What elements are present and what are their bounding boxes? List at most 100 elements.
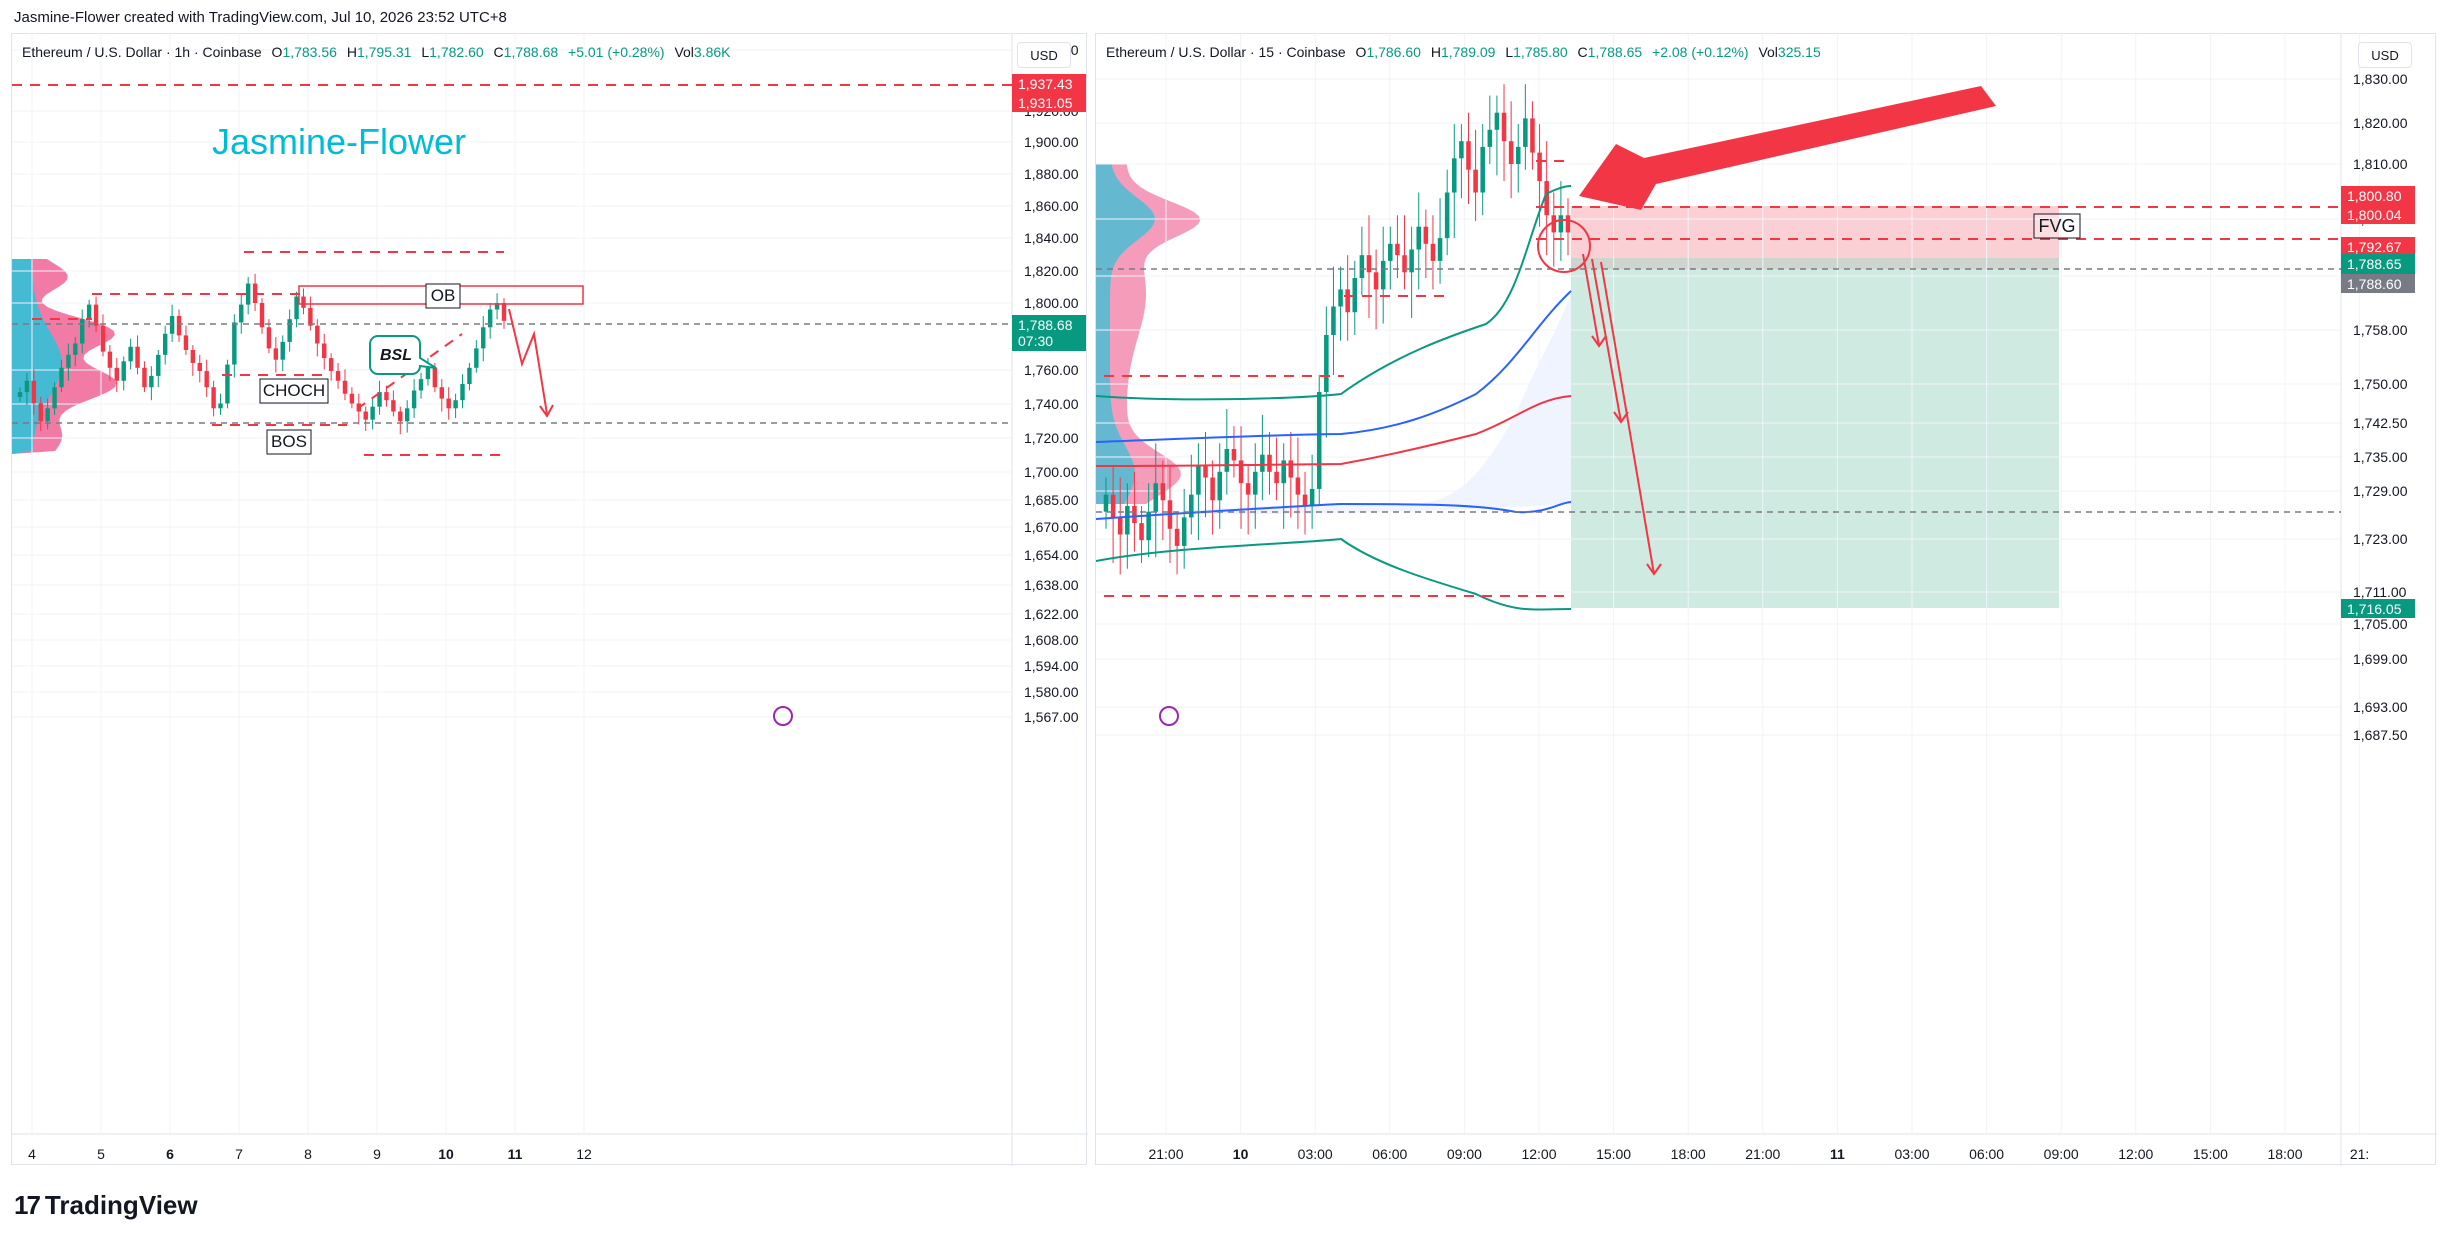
ohlc-open: 1,783.56 xyxy=(282,44,337,60)
y-tick-label: 1,742.50 xyxy=(2353,415,2408,431)
candle-body xyxy=(328,358,334,372)
candle-body xyxy=(1459,141,1464,159)
y-tick-label: 1,800.00 xyxy=(1024,295,1079,311)
candle-body xyxy=(1402,255,1407,273)
candle-body xyxy=(1494,112,1500,130)
chart-canvas-left[interactable]: 4567891011121,960.001,920.001,900.001,88… xyxy=(12,34,1088,1166)
y-tick-label: 1,723.00 xyxy=(2353,531,2408,547)
y-tick-label: 1,830.00 xyxy=(2353,71,2408,87)
candle-body xyxy=(1558,215,1564,233)
chart-panel-right[interactable]: 21:00 10 03:00 06:00 09:00 12:00 15:00 18:00 21:… xyxy=(1095,33,2437,1166)
x-tick-label: 03:00 xyxy=(1894,1146,1929,1162)
candle-body xyxy=(294,296,299,320)
top-bar: Jasmine-Flower created with TradingView.… xyxy=(0,0,2447,36)
x-tick-label: 8 xyxy=(304,1146,312,1162)
x-tick-label: 10 xyxy=(438,1146,454,1162)
candle-body xyxy=(1295,477,1301,495)
big-red-arrow xyxy=(1579,86,1996,210)
candle-body xyxy=(1139,523,1144,541)
price-tag: 1,788.65 xyxy=(2347,256,2402,272)
candle-body xyxy=(1473,169,1478,193)
candle-body xyxy=(1181,517,1187,546)
x-tick-label: 18:00 xyxy=(2267,1146,2302,1162)
candle-body xyxy=(1409,249,1414,273)
candle-body xyxy=(1238,460,1244,484)
candle-body xyxy=(1217,471,1222,501)
y-tick-label: 1,880.00 xyxy=(1024,166,1079,182)
replay-icon xyxy=(1159,706,1179,726)
candle-body xyxy=(1132,506,1137,524)
candle-body xyxy=(1423,226,1429,244)
candle-body xyxy=(232,322,237,365)
candle-body xyxy=(190,349,196,363)
currency-button[interactable]: USD xyxy=(2358,42,2412,68)
price-tag: 1,800.80 xyxy=(2347,188,2402,204)
x-tick-label: 12:00 xyxy=(1521,1146,1556,1162)
price-tag-bg xyxy=(2341,237,2415,256)
candle-body xyxy=(1231,449,1237,461)
candle-body xyxy=(439,387,444,399)
candle-body xyxy=(204,371,209,388)
candle-body xyxy=(114,367,120,381)
candle-body xyxy=(86,304,92,320)
price-tag-bg xyxy=(2341,599,2415,618)
x-tick-label: 21:00 xyxy=(1745,1146,1780,1162)
candle-body xyxy=(93,304,99,326)
candle-body xyxy=(1373,272,1379,290)
price-tag-time: 07:30 xyxy=(1018,333,1053,349)
tradingview-logo[interactable]: 17 TradingView xyxy=(14,1190,198,1221)
candle-body xyxy=(411,390,417,409)
credit-text: Jasmine-Flower created with TradingView.… xyxy=(14,9,507,26)
watermark-text: Jasmine-Flower xyxy=(212,121,466,162)
candle-body xyxy=(239,304,244,323)
y-tick-label: 1,699.00 xyxy=(2353,651,2408,667)
bos-label-box xyxy=(266,429,312,455)
candle-body xyxy=(1110,494,1116,518)
target-zone xyxy=(1571,258,2059,608)
y-tick-label: 1,810.00 xyxy=(2353,156,2408,172)
projection-arrow xyxy=(1600,261,1655,575)
y-tick-label: 1,750.00 xyxy=(2353,376,2408,392)
candle-body xyxy=(1437,238,1443,261)
candle-body xyxy=(391,400,396,412)
candle-body xyxy=(24,380,30,393)
trend-line-bsl xyxy=(356,333,463,410)
currency-button[interactable]: USD xyxy=(1017,42,1071,68)
chart-panel-left[interactable]: 4567891011121,960.001,920.001,900.001,88… xyxy=(11,33,1088,1166)
candle-body xyxy=(370,406,375,420)
fvg-label: FVG xyxy=(2038,216,2075,236)
y-tick-label: 1,820.00 xyxy=(1024,263,1079,279)
projection-arrow xyxy=(1591,258,1622,423)
candle-body xyxy=(377,392,382,407)
price-tag: 1,716.05 xyxy=(2347,601,2402,617)
symbol-title: Ethereum / U.S. Dollar · 1h · Coinbase xyxy=(22,44,262,60)
y-tick-label: 1,720.00 xyxy=(1024,430,1079,446)
x-tick-label: 21: xyxy=(2350,1146,2369,1162)
candle-body xyxy=(17,392,23,397)
candle-body xyxy=(266,327,272,349)
candle-body xyxy=(1196,466,1201,495)
bsl-bubble xyxy=(369,335,437,375)
ohlc-change: +2.08 (+0.12%) xyxy=(1652,44,1749,60)
projection-arrow xyxy=(508,308,548,415)
price-tag-bg xyxy=(2341,205,2415,224)
candle-body xyxy=(1515,146,1521,164)
candle-body xyxy=(59,367,64,388)
y-tick-label: 1,820.00 xyxy=(2353,115,2408,131)
ohlc-high: 1,789.09 xyxy=(1440,44,1496,60)
candle-body xyxy=(183,335,189,350)
y-tick-label: 1,622.00 xyxy=(1024,606,1079,622)
x-tick-label: 06:00 xyxy=(1969,1146,2004,1162)
candle-body xyxy=(1487,129,1493,147)
candle-body xyxy=(487,309,493,328)
x-tick-label: 09:00 xyxy=(2044,1146,2079,1162)
candle-body xyxy=(418,379,424,391)
projection-arrow-head xyxy=(1646,563,1662,576)
x-tick-label: 10 xyxy=(1233,1146,1249,1162)
volume-profile-buy xyxy=(1096,164,1155,504)
replay-icon xyxy=(773,706,793,726)
candle-body xyxy=(1480,146,1485,193)
chart-canvas-right[interactable]: 21:00 10 03:00 06:00 09:00 12:00 15:00 18:00 21:… xyxy=(1096,34,2437,1166)
x-tick-label: 09:00 xyxy=(1447,1146,1482,1162)
symbol-title: Ethereum / U.S. Dollar · 15 · Coinbase xyxy=(1106,44,1346,60)
